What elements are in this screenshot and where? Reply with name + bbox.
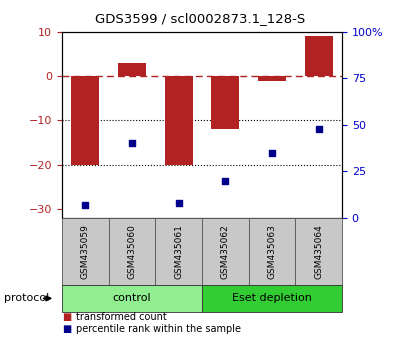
Bar (165, 76, 193, 165)
Bar (258, 76, 286, 81)
Bar (295, 218, 342, 285)
Text: Eset depletion: Eset depletion (232, 293, 312, 303)
Text: GSM435060: GSM435060 (128, 224, 136, 279)
Bar (71, 76, 99, 165)
Bar (62, 218, 109, 285)
Bar (109, 218, 155, 285)
Point (222, 178, 228, 183)
Bar (202, 218, 249, 285)
Point (176, 200, 182, 206)
Text: ■: ■ (62, 324, 71, 334)
Bar (211, 76, 239, 129)
Text: GDS3599 / scl0002873.1_128-S: GDS3599 / scl0002873.1_128-S (95, 12, 305, 25)
Text: protocol: protocol (4, 293, 49, 303)
Text: GSM435062: GSM435062 (221, 224, 230, 279)
Text: ■: ■ (62, 312, 71, 322)
Point (82, 202, 88, 207)
Text: GSM435064: GSM435064 (314, 224, 323, 279)
Text: GSM435059: GSM435059 (81, 224, 90, 279)
Point (316, 126, 322, 131)
Bar (202, 285, 342, 312)
Bar (305, 36, 333, 76)
Text: percentile rank within the sample: percentile rank within the sample (76, 324, 241, 334)
Bar (249, 218, 295, 285)
Point (129, 141, 135, 146)
Bar (62, 285, 202, 312)
Text: control: control (113, 293, 151, 303)
Text: GSM435063: GSM435063 (268, 224, 276, 279)
Point (269, 150, 275, 155)
Bar (155, 218, 202, 285)
Text: transformed count: transformed count (76, 312, 167, 322)
Bar (118, 63, 146, 76)
Text: GSM435061: GSM435061 (174, 224, 183, 279)
